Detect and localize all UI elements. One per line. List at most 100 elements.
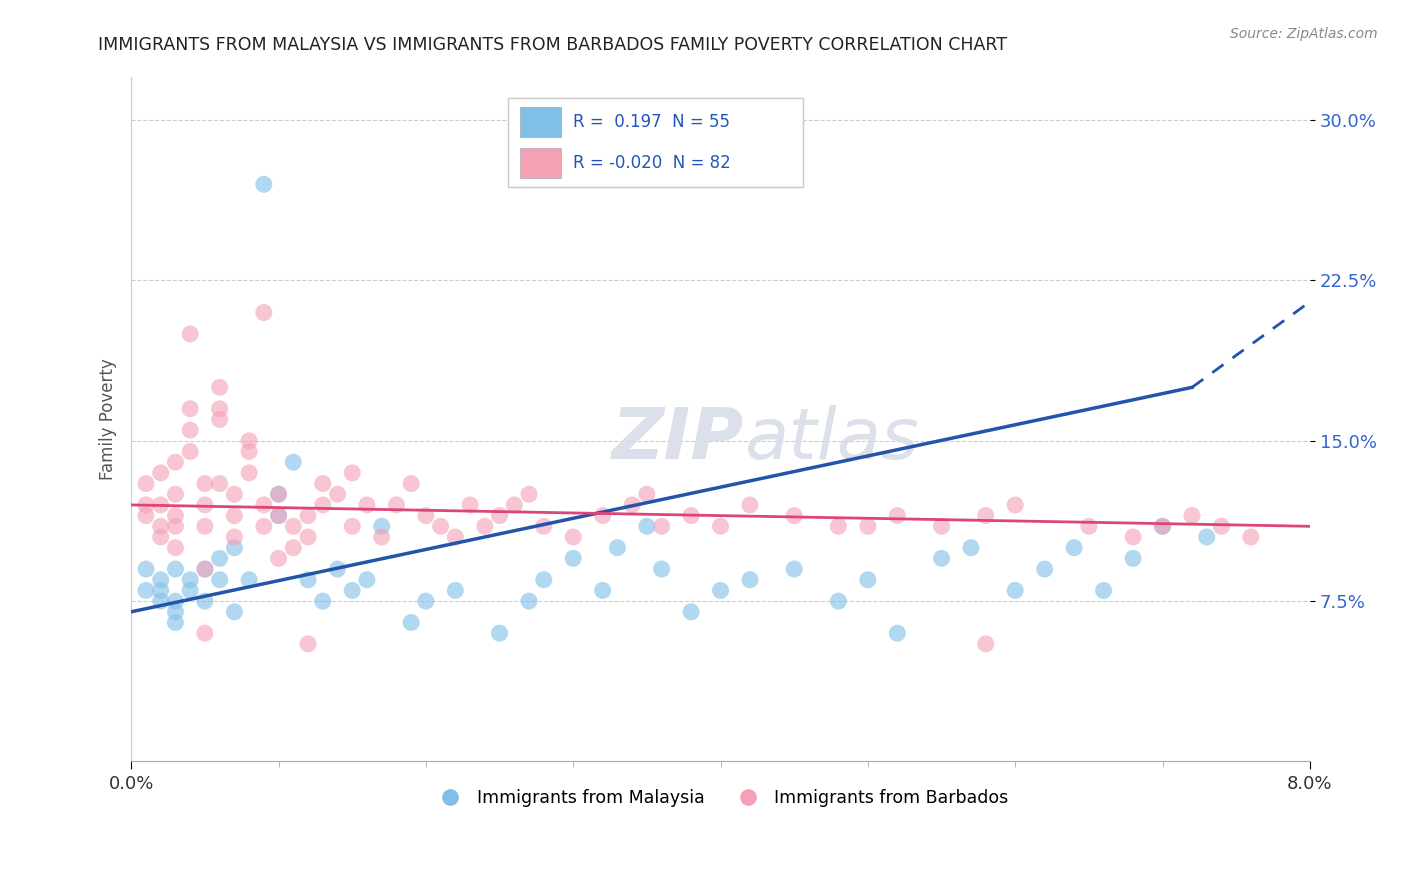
Point [1004, 498, 1026, 512]
Point [856, 519, 879, 533]
Point [208, 380, 231, 394]
Point [517, 487, 540, 501]
Point [194, 562, 217, 576]
Point [194, 626, 217, 640]
Point [1063, 541, 1085, 555]
Point [149, 573, 172, 587]
Point [149, 530, 172, 544]
Point [149, 519, 172, 533]
Point [149, 594, 172, 608]
Point [297, 637, 319, 651]
Point [312, 476, 335, 491]
Point [1033, 562, 1056, 576]
Point [783, 508, 806, 523]
Point [1152, 519, 1174, 533]
Point [149, 498, 172, 512]
Text: Source: ZipAtlas.com: Source: ZipAtlas.com [1230, 27, 1378, 41]
Point [709, 519, 731, 533]
Point [238, 444, 260, 458]
Point [253, 178, 276, 192]
Point [135, 583, 157, 598]
Point [283, 541, 305, 555]
Point [165, 562, 187, 576]
Point [458, 498, 481, 512]
Point [636, 487, 658, 501]
Point [931, 551, 953, 566]
Point [165, 605, 187, 619]
Point [856, 573, 879, 587]
Point [208, 551, 231, 566]
Point [827, 519, 849, 533]
Text: IMMIGRANTS FROM MALAYSIA VS IMMIGRANTS FROM BARBADOS FAMILY POVERTY CORRELATION : IMMIGRANTS FROM MALAYSIA VS IMMIGRANTS F… [98, 36, 1008, 54]
Point [385, 498, 408, 512]
Point [297, 530, 319, 544]
Point [415, 508, 437, 523]
Point [621, 498, 644, 512]
Point [606, 541, 628, 555]
Point [238, 573, 260, 587]
Point [326, 487, 349, 501]
Point [179, 444, 201, 458]
Point [224, 541, 246, 555]
Point [224, 508, 246, 523]
Point [165, 508, 187, 523]
Point [312, 594, 335, 608]
Point [709, 583, 731, 598]
Point [179, 326, 201, 341]
Point [533, 573, 555, 587]
Point [1122, 530, 1144, 544]
Point [681, 508, 703, 523]
Point [149, 466, 172, 480]
Point [194, 519, 217, 533]
Point [974, 637, 997, 651]
Point [399, 476, 422, 491]
Point [179, 401, 201, 416]
Text: ZIP: ZIP [612, 406, 744, 475]
Point [886, 508, 908, 523]
Point [474, 519, 496, 533]
Point [370, 530, 392, 544]
Point [165, 594, 187, 608]
Point [224, 530, 246, 544]
Point [356, 498, 378, 512]
Point [444, 583, 467, 598]
Point [194, 476, 217, 491]
Point [208, 476, 231, 491]
Point [179, 583, 201, 598]
Point [960, 541, 983, 555]
Point [399, 615, 422, 630]
Point [1181, 508, 1204, 523]
Point [135, 508, 157, 523]
Point [342, 519, 364, 533]
Point [488, 626, 510, 640]
Point [517, 594, 540, 608]
Point [356, 573, 378, 587]
Point [253, 305, 276, 319]
Point [135, 476, 157, 491]
Point [1092, 583, 1115, 598]
Point [651, 519, 673, 533]
Point [651, 562, 673, 576]
Point [827, 594, 849, 608]
Point [253, 519, 276, 533]
Point [738, 498, 761, 512]
Point [267, 487, 290, 501]
Point [238, 434, 260, 448]
Point [886, 626, 908, 640]
Point [297, 508, 319, 523]
Point [444, 530, 467, 544]
Point [342, 583, 364, 598]
Point [165, 487, 187, 501]
Point [165, 541, 187, 555]
Point [1240, 530, 1263, 544]
Point [1152, 519, 1174, 533]
Point [267, 551, 290, 566]
Point [1122, 551, 1144, 566]
Point [267, 508, 290, 523]
Point [1211, 519, 1233, 533]
Point [533, 519, 555, 533]
Point [297, 573, 319, 587]
Point [415, 594, 437, 608]
Point [208, 401, 231, 416]
Point [267, 508, 290, 523]
